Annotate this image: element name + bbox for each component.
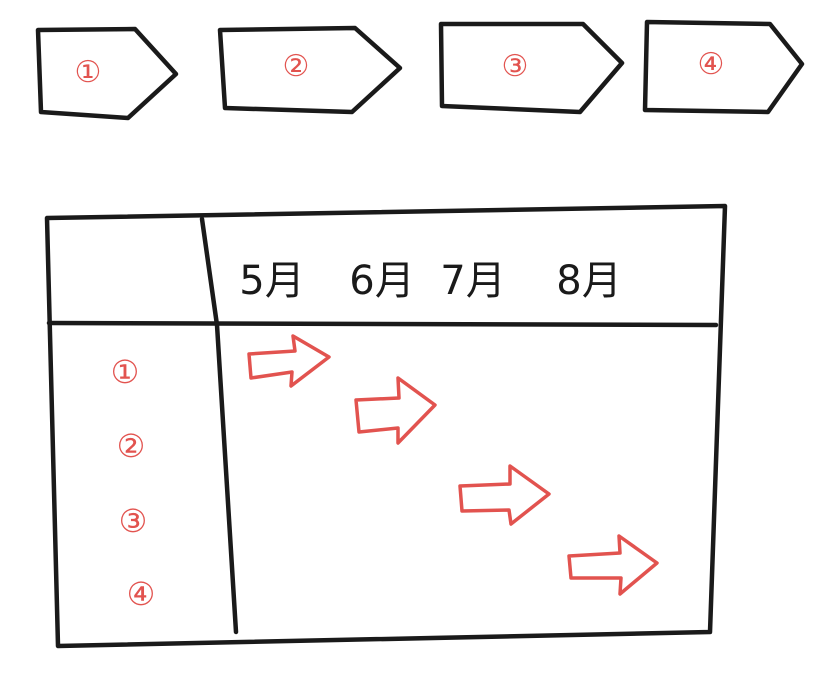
timeline-arrow-3 bbox=[458, 464, 551, 526]
month-header-row: 5月 6月 7月 8月 bbox=[239, 258, 621, 304]
row-label-3: ③ bbox=[119, 502, 148, 540]
timeline-arrow-1 bbox=[247, 334, 331, 388]
step-box-3: ③ bbox=[438, 21, 625, 115]
month-header-6: 6月 bbox=[349, 258, 414, 304]
month-header-8: 8月 bbox=[556, 258, 621, 304]
month-header-5: 5月 bbox=[239, 258, 304, 304]
row-label-column: ① ② ③ ④ bbox=[111, 353, 156, 613]
timeline-arrows bbox=[247, 334, 659, 596]
header-divider bbox=[46, 320, 719, 328]
step-box-1: ① bbox=[35, 26, 179, 121]
schedule-table: 5月 6月 7月 8月 ① ② ③ ④ bbox=[44, 203, 728, 649]
step-label-3: ③ bbox=[502, 49, 529, 84]
column-divider bbox=[199, 216, 239, 635]
row-label-4: ④ bbox=[127, 575, 156, 613]
step-label-1: ① bbox=[75, 55, 102, 90]
step-label-2: ② bbox=[283, 49, 310, 84]
timeline-arrow-4 bbox=[567, 534, 659, 596]
step-box-4: ④ bbox=[642, 19, 805, 115]
row-label-2: ② bbox=[117, 427, 146, 465]
step-box-2: ② bbox=[217, 25, 403, 115]
process-flow: ① ② ③ ④ bbox=[35, 19, 805, 121]
step-label-4: ④ bbox=[698, 47, 725, 82]
table-frame bbox=[44, 203, 728, 649]
timeline-arrow-2 bbox=[354, 376, 437, 445]
row-label-1: ① bbox=[111, 353, 140, 391]
month-header-7: 7月 bbox=[440, 258, 505, 304]
